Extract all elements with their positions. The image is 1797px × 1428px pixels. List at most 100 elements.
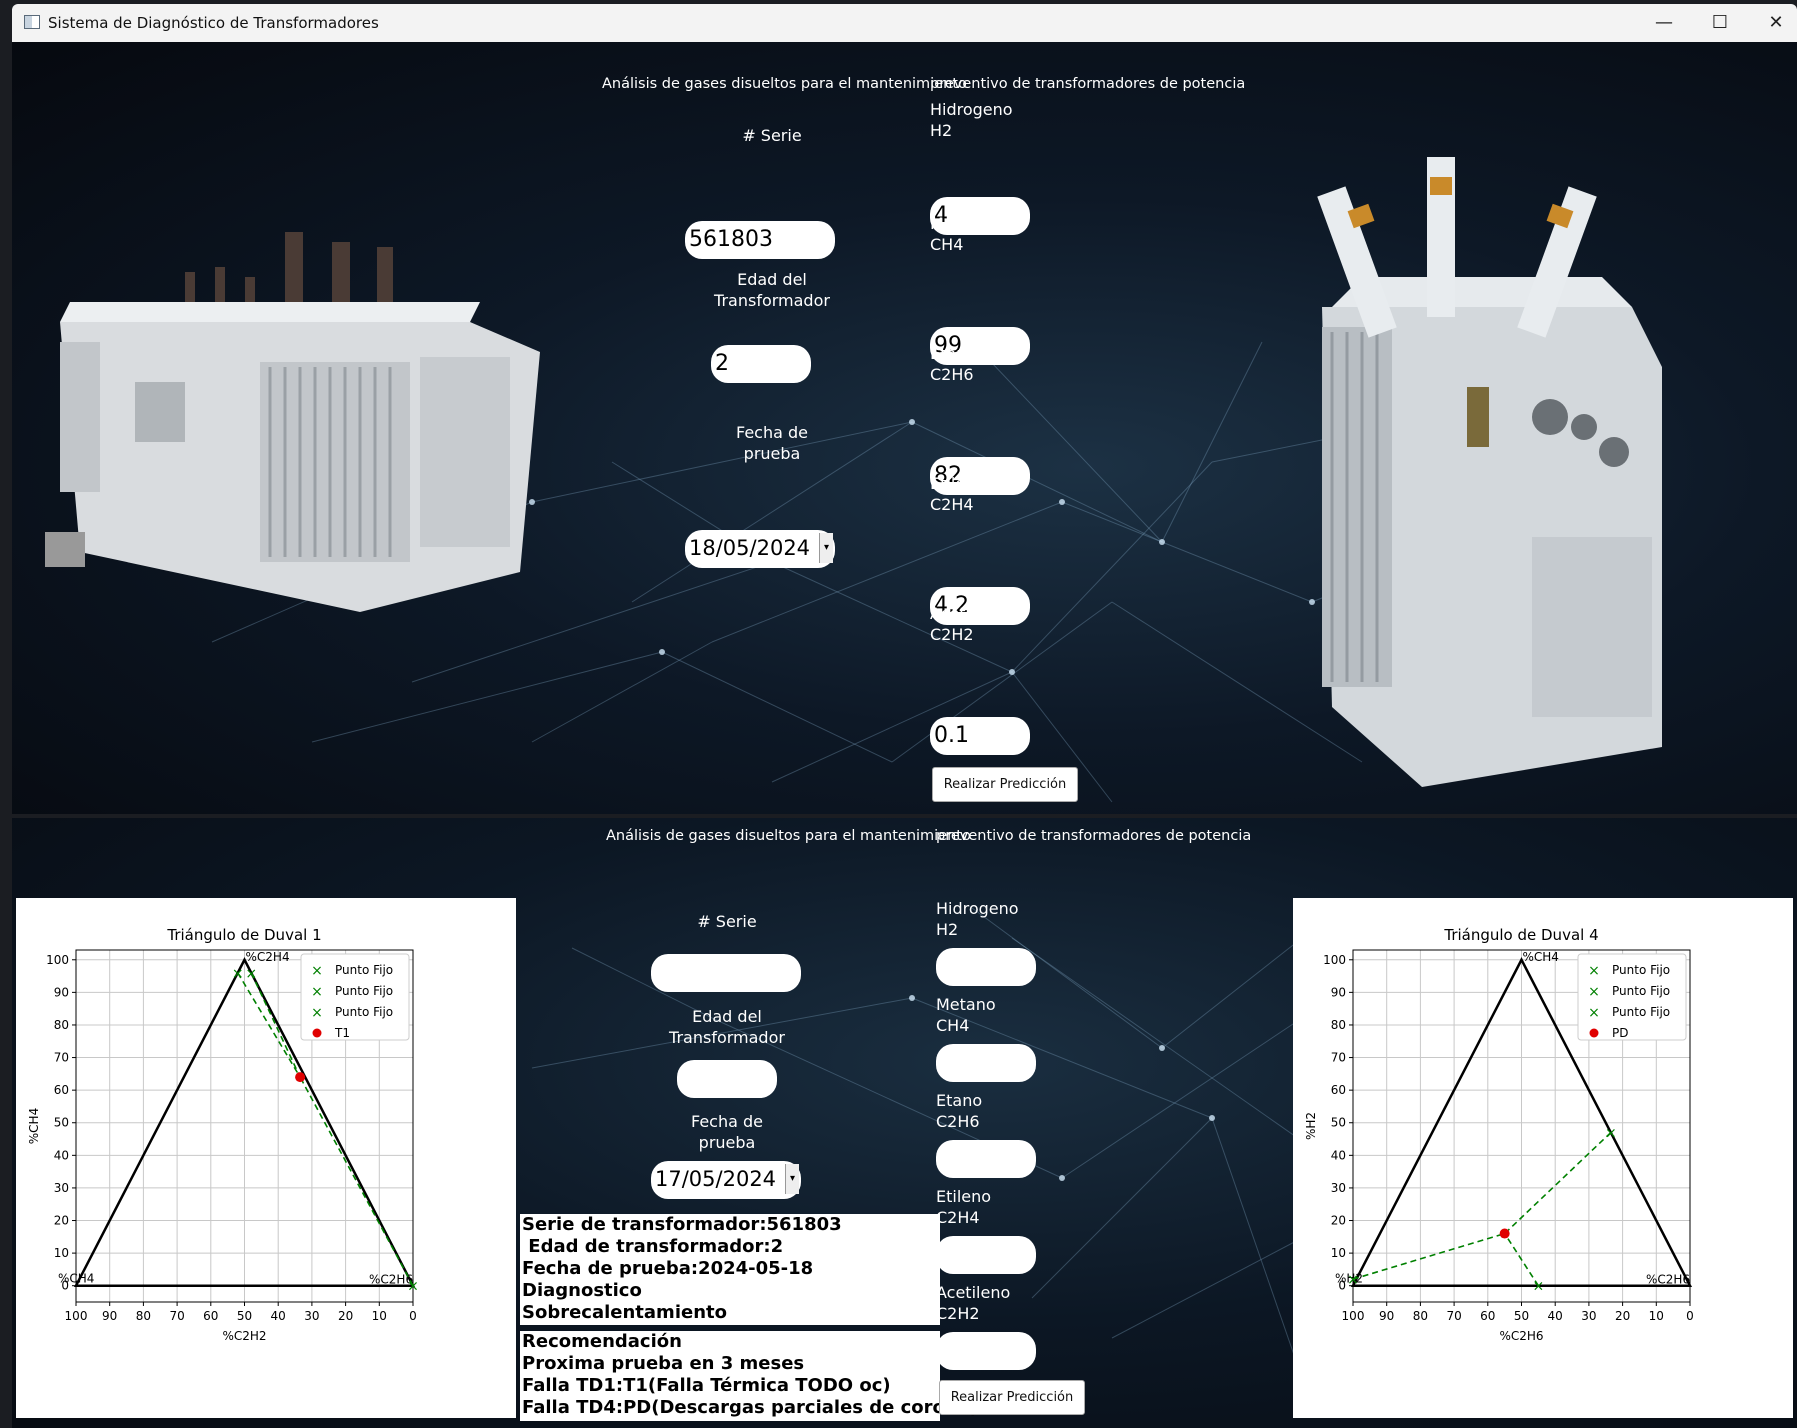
legend-entry: Punto Fijo: [335, 984, 393, 998]
c2h2-name: Acetileno: [936, 1283, 1011, 1302]
y-tick-label: 90: [54, 985, 69, 999]
ch4-label: Metano CH4: [930, 213, 990, 255]
predict-button[interactable]: Realizar Predicción: [939, 1380, 1085, 1415]
legend-marker-fixed: ×: [1588, 984, 1600, 1000]
serie-label: # Serie: [742, 126, 802, 145]
c2h4-label: Etileno C2H4: [936, 1186, 991, 1228]
x-tick-label: 60: [203, 1309, 218, 1323]
edad-label: Edad del Transformador: [669, 1007, 785, 1047]
edad-input[interactable]: [677, 1060, 777, 1098]
vertex-label-left: %CH4: [58, 1272, 94, 1286]
x-tick-label: 50: [237, 1309, 252, 1323]
h2-label: Hidrogeno H2: [930, 99, 1013, 141]
y-axis-label: %CH4: [27, 1108, 41, 1144]
x-tick-label: 100: [1342, 1309, 1365, 1323]
legend-marker-fixed: ×: [311, 984, 323, 1000]
c2h6-input[interactable]: 82: [930, 457, 1030, 495]
y-tick-label: 100: [1323, 953, 1346, 967]
edad-input[interactable]: 2: [711, 345, 811, 383]
y-tick-label: 0: [61, 1279, 69, 1293]
x-tick-label: 90: [102, 1309, 117, 1323]
c2h4-name: Etileno: [930, 474, 986, 493]
h2-input[interactable]: 4: [930, 197, 1030, 235]
vertex-label-left: %H2: [1335, 1272, 1363, 1286]
y-tick-label: 0: [1338, 1279, 1346, 1293]
result-line: Fecha de prueba:2024-05-18: [522, 1258, 814, 1279]
y-tick-label: 50: [54, 1116, 69, 1130]
fecha-date-picker[interactable]: 17/05/2024 ▾: [651, 1161, 801, 1199]
fecha-value: 17/05/2024: [655, 1167, 777, 1191]
diagnosis-point: [295, 1072, 306, 1083]
c2h4-input[interactable]: 4.2: [930, 587, 1030, 625]
c2h6-name: Etano: [936, 1091, 983, 1110]
ch4-input[interactable]: 99: [930, 327, 1030, 365]
fecha-date-picker[interactable]: 18/05/2024 ▾: [685, 530, 835, 568]
diagnosis-point: [1499, 1228, 1510, 1239]
dashed-connector: [299, 1076, 414, 1287]
dropdown-arrow-icon[interactable]: ▾: [785, 1164, 799, 1194]
c2h2-input[interactable]: 0.1: [930, 717, 1030, 755]
duval-1-plot: Triángulo de Duval 1 100 90 80 70 60 50 40 30 20 1…: [16, 898, 516, 1418]
vertex-label-right: %C2H6: [1646, 1273, 1690, 1287]
x-tick-label: 90: [1379, 1309, 1394, 1323]
header-left-text: Análisis de gases disueltos para el mant…: [602, 76, 967, 92]
ch4-formula: CH4: [936, 1016, 970, 1035]
dashed-connector: [1352, 1232, 1505, 1280]
fixed-point-marker: ×: [245, 966, 257, 982]
h2-label: Hidrogeno H2: [936, 898, 1019, 940]
dropdown-arrow-icon[interactable]: ▾: [819, 533, 833, 563]
x-tick-label: 0: [409, 1309, 417, 1323]
legend-entry: Punto Fijo: [335, 963, 393, 977]
transformer-image-right: [1317, 157, 1662, 787]
h2-input[interactable]: [936, 948, 1036, 986]
duval-triangle: [1350, 957, 1693, 1287]
y-axis-label: %H2: [1304, 1112, 1318, 1140]
x-tick-label: 10: [1649, 1309, 1664, 1323]
x-tick-label: 10: [372, 1309, 387, 1323]
duval-triangle: [73, 957, 416, 1287]
y-tick-label: 70: [1331, 1051, 1346, 1065]
x-axis-label: %C2H2: [222, 1329, 266, 1343]
results-window: Análisis de gases disueltos para el mant…: [12, 818, 1797, 1428]
y-tick-label: 80: [54, 1018, 69, 1032]
h2-formula: H2: [930, 121, 953, 140]
minimize-button[interactable]: —: [1655, 12, 1673, 33]
h2-name: Hidrogeno: [930, 100, 1013, 119]
fixed-point-marker: ×: [232, 966, 244, 982]
recommendation-line: Falla TD1:T1(Falla Térmica TODO oc): [522, 1375, 891, 1396]
y-tick-label: 20: [1331, 1214, 1346, 1228]
fixed-point-marker: ×: [407, 1279, 419, 1295]
app-icon: [24, 15, 40, 29]
maximize-button[interactable]: ☐: [1711, 12, 1729, 33]
legend-marker-fixed: ×: [311, 1005, 323, 1021]
recommendation-line: Recomendación: [522, 1331, 682, 1352]
h2-formula: H2: [936, 920, 959, 939]
plot-frame: [1352, 949, 1691, 1303]
legend-box: [300, 953, 410, 1041]
fixed-point-marker: ×: [1347, 1272, 1359, 1288]
legend-entry: Punto Fijo: [1612, 1005, 1670, 1019]
chart-title: Triángulo de Duval 1: [166, 926, 321, 944]
c2h2-formula: C2H2: [936, 1304, 980, 1323]
c2h6-formula: C2H6: [936, 1112, 980, 1131]
c2h4-input[interactable]: [936, 1236, 1036, 1274]
predict-button[interactable]: Realizar Predicción: [932, 767, 1078, 802]
x-tick-label: 80: [1413, 1309, 1428, 1323]
legend-marker-point: [1589, 1028, 1599, 1038]
x-tick-label: 100: [65, 1309, 88, 1323]
network-background-image: [211, 341, 1513, 803]
c2h6-input[interactable]: [936, 1140, 1036, 1178]
vertex-label-right: %C2H6: [369, 1273, 413, 1287]
fixed-point-marker: ×: [1605, 1126, 1617, 1142]
serie-input[interactable]: [651, 954, 801, 992]
c2h2-input[interactable]: [936, 1332, 1036, 1370]
ch4-input[interactable]: [936, 1044, 1036, 1082]
main-window: Sistema de Diagnóstico de Transformadore…: [12, 4, 1797, 814]
serie-input[interactable]: 561803: [685, 221, 835, 259]
legend-entry: Punto Fijo: [1612, 984, 1670, 998]
title-bar: Sistema de Diagnóstico de Transformadore…: [12, 4, 1797, 42]
close-button[interactable]: ✕: [1768, 12, 1784, 33]
c2h4-label: Etileno C2H4: [930, 473, 985, 515]
legend-marker-fixed: ×: [311, 963, 323, 979]
